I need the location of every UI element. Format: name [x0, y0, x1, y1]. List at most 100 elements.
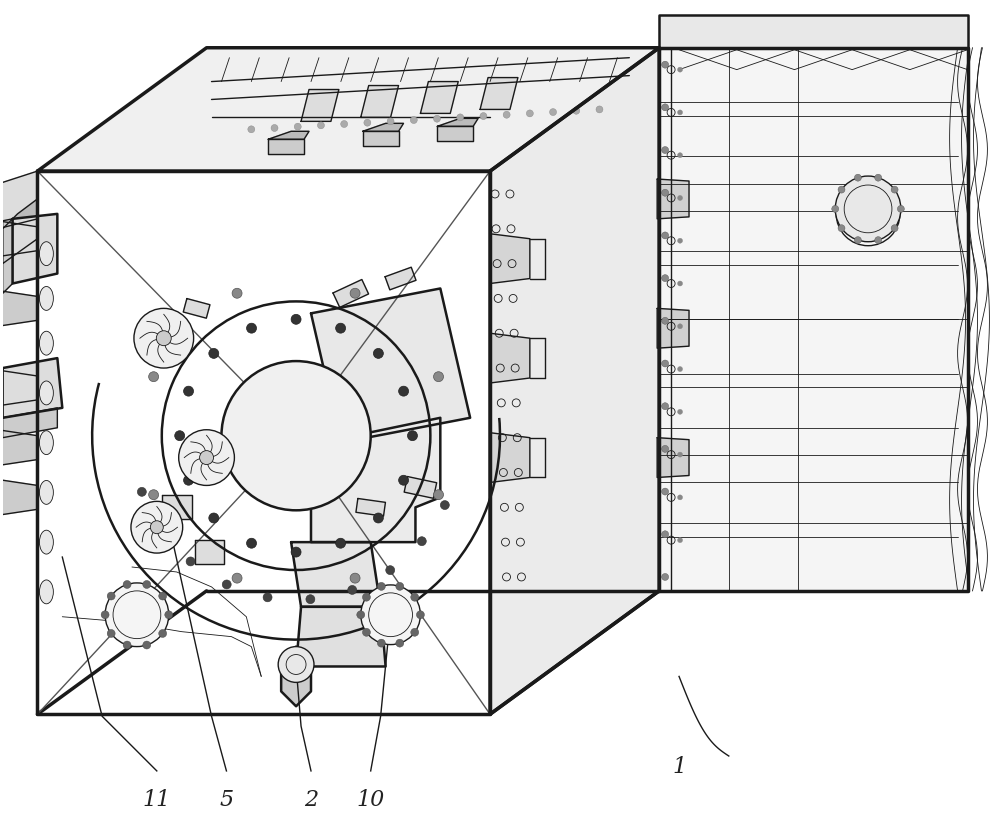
Circle shape: [123, 641, 131, 649]
Circle shape: [410, 117, 417, 123]
Circle shape: [362, 628, 370, 636]
Circle shape: [678, 196, 683, 201]
Ellipse shape: [39, 481, 53, 504]
Circle shape: [156, 330, 171, 346]
Polygon shape: [420, 82, 458, 113]
Circle shape: [361, 585, 420, 645]
Circle shape: [123, 580, 131, 588]
Polygon shape: [490, 432, 530, 482]
Polygon shape: [0, 171, 37, 228]
Polygon shape: [281, 646, 311, 707]
Polygon shape: [0, 221, 37, 257]
Polygon shape: [162, 495, 192, 519]
Circle shape: [131, 501, 183, 553]
Circle shape: [678, 366, 683, 371]
Circle shape: [165, 610, 173, 619]
Circle shape: [662, 317, 669, 324]
Circle shape: [662, 104, 669, 111]
Circle shape: [107, 629, 115, 637]
Circle shape: [434, 115, 440, 122]
Circle shape: [662, 574, 669, 580]
Circle shape: [209, 513, 219, 523]
Circle shape: [411, 628, 419, 636]
Circle shape: [387, 118, 394, 125]
Polygon shape: [0, 370, 37, 406]
Circle shape: [662, 232, 669, 239]
Circle shape: [396, 583, 404, 590]
Polygon shape: [657, 308, 689, 348]
Circle shape: [336, 323, 346, 333]
Polygon shape: [296, 607, 386, 667]
Circle shape: [159, 629, 167, 637]
Circle shape: [678, 452, 683, 457]
Polygon shape: [490, 233, 530, 283]
Circle shape: [377, 583, 385, 590]
Circle shape: [457, 114, 464, 121]
Circle shape: [440, 500, 449, 509]
Circle shape: [373, 348, 383, 358]
Circle shape: [348, 585, 357, 594]
Circle shape: [399, 475, 409, 486]
Circle shape: [662, 61, 669, 69]
Circle shape: [107, 592, 115, 600]
Ellipse shape: [39, 242, 53, 265]
Polygon shape: [3, 199, 37, 264]
Polygon shape: [657, 437, 689, 477]
Circle shape: [143, 580, 151, 588]
Circle shape: [897, 206, 904, 212]
Polygon shape: [3, 408, 57, 437]
Circle shape: [891, 186, 898, 193]
Polygon shape: [363, 123, 404, 131]
Polygon shape: [361, 86, 399, 118]
Circle shape: [407, 431, 417, 441]
Circle shape: [678, 281, 683, 286]
Circle shape: [835, 176, 901, 242]
Circle shape: [317, 122, 324, 129]
Circle shape: [341, 121, 348, 127]
Circle shape: [350, 288, 360, 298]
Polygon shape: [385, 267, 416, 290]
Circle shape: [662, 446, 669, 452]
Polygon shape: [437, 118, 478, 126]
Polygon shape: [183, 299, 210, 318]
Ellipse shape: [39, 286, 53, 310]
Polygon shape: [301, 90, 339, 122]
Polygon shape: [3, 358, 62, 418]
Circle shape: [157, 526, 166, 534]
Circle shape: [101, 610, 109, 619]
Ellipse shape: [39, 331, 53, 355]
Circle shape: [247, 539, 257, 548]
Circle shape: [150, 521, 163, 534]
Ellipse shape: [39, 381, 53, 405]
Circle shape: [503, 111, 510, 118]
Circle shape: [854, 237, 861, 244]
Circle shape: [832, 206, 839, 212]
Polygon shape: [291, 542, 381, 607]
Polygon shape: [363, 131, 399, 146]
Circle shape: [838, 186, 845, 193]
Circle shape: [105, 583, 169, 646]
Circle shape: [416, 610, 424, 619]
Circle shape: [662, 147, 669, 153]
Circle shape: [573, 107, 580, 114]
Circle shape: [364, 119, 371, 126]
Circle shape: [875, 174, 882, 181]
Circle shape: [662, 275, 669, 282]
Text: 10: 10: [357, 789, 385, 811]
Circle shape: [526, 110, 533, 117]
Polygon shape: [490, 48, 659, 714]
Circle shape: [434, 490, 443, 499]
Circle shape: [678, 538, 683, 543]
Circle shape: [434, 372, 443, 382]
Circle shape: [149, 372, 159, 382]
Polygon shape: [3, 219, 13, 294]
Circle shape: [291, 314, 301, 324]
Polygon shape: [657, 179, 689, 219]
Circle shape: [143, 641, 151, 649]
Circle shape: [662, 403, 669, 410]
Polygon shape: [268, 131, 309, 140]
Circle shape: [248, 126, 255, 133]
Ellipse shape: [39, 580, 53, 604]
Polygon shape: [480, 78, 518, 109]
Circle shape: [373, 513, 383, 523]
